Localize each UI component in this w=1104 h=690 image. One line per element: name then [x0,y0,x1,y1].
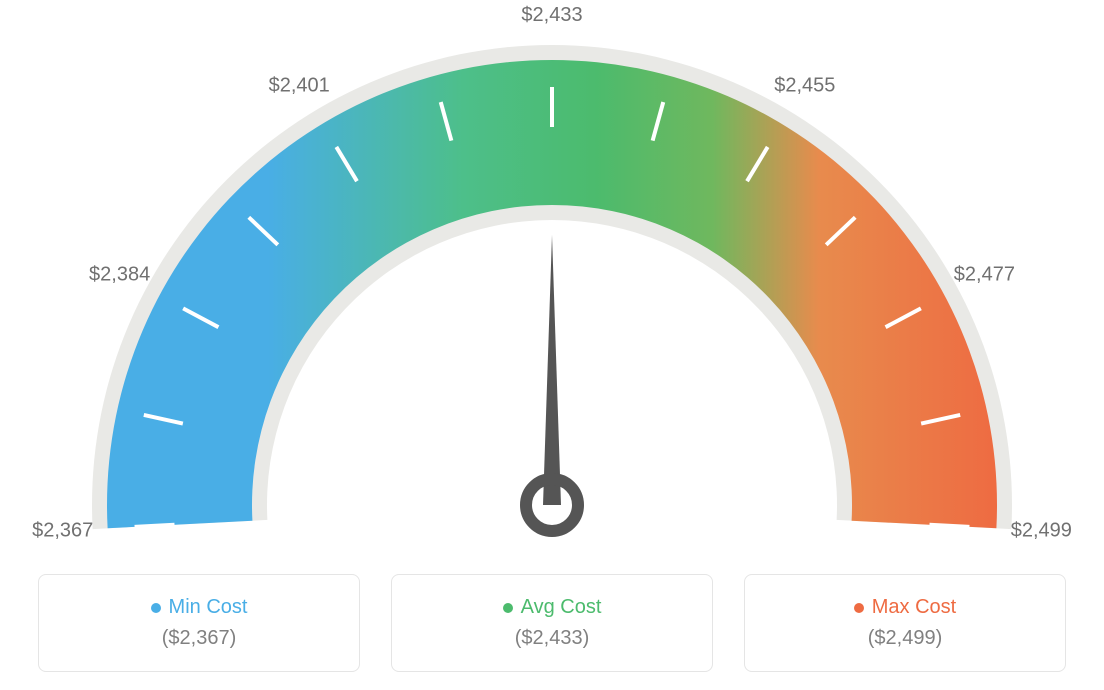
gauge-tick-label: $2,499 [1011,520,1072,542]
gauge-tick-label: $2,433 [521,4,582,26]
legend-dot-max [854,603,864,613]
gauge-tick-label: $2,401 [269,74,330,96]
legend-title-max-text: Max Cost [872,596,956,619]
gauge-tick-label: $2,367 [32,520,93,542]
legend-title-avg-text: Avg Cost [521,596,602,619]
gauge-area: $2,367 $2,384 $2,401 $2,433 $2,455 $2,477 $2,4… [0,0,1104,560]
gauge-needle [543,235,561,505]
legend-card-avg: Avg Cost ($2,433) [391,574,713,672]
legend-card-max: Max Cost ($2,499) [744,574,1066,672]
legend-dot-avg [503,603,513,613]
gauge-tick-label: $2,477 [954,263,1015,285]
legend-value-avg: ($2,433) [515,627,590,650]
legend-title-min: Min Cost [151,596,248,619]
gauge-tick-label: $2,455 [774,74,835,96]
gauge-tick [929,525,969,527]
gauge-tick-label: $2,384 [89,263,150,285]
legend-card-min: Min Cost ($2,367) [38,574,360,672]
legend-value-max: ($2,499) [868,627,943,650]
legend-value-min: ($2,367) [162,627,237,650]
gauge-tick [135,525,175,527]
cost-gauge-chart: $2,367 $2,384 $2,401 $2,433 $2,455 $2,477 $2,4… [0,0,1104,690]
legend-row: Min Cost ($2,367) Avg Cost ($2,433) Max … [0,574,1104,672]
legend-dot-min [151,603,161,613]
legend-title-min-text: Min Cost [169,596,248,619]
legend-title-max: Max Cost [854,596,956,619]
legend-title-avg: Avg Cost [503,596,602,619]
gauge-svg: $2,367 $2,384 $2,401 $2,433 $2,455 $2,477 $2,4… [0,0,1104,560]
